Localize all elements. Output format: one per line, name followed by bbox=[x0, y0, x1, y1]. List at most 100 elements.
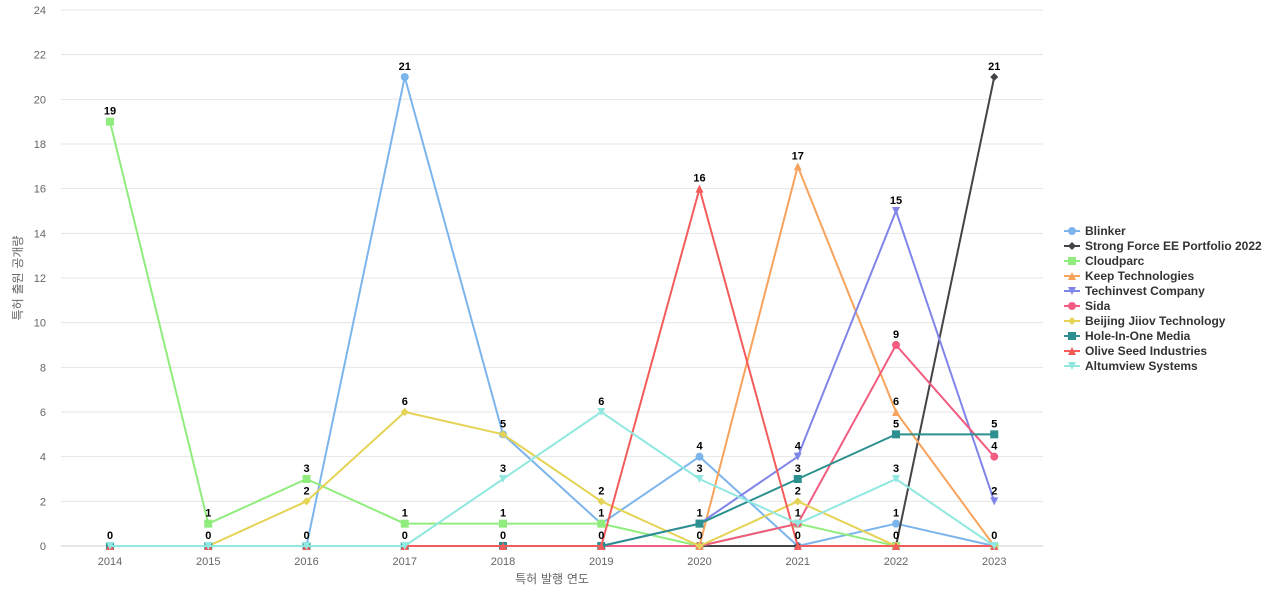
legend-item[interactable]: Olive Seed Industries bbox=[1064, 344, 1207, 358]
data-point bbox=[400, 408, 409, 416]
x-tick-label: 2020 bbox=[687, 556, 711, 568]
data-point bbox=[990, 497, 999, 506]
legend-item[interactable]: Beijing Jiiov Technology bbox=[1064, 314, 1226, 328]
y-tick-label: 0 bbox=[40, 541, 46, 553]
data-point bbox=[793, 519, 802, 528]
y-tick-label: 16 bbox=[34, 184, 46, 196]
legend-marker bbox=[1068, 227, 1076, 235]
legend-marker bbox=[1068, 317, 1076, 325]
data-label: 0 bbox=[598, 530, 604, 542]
data-label: 1 bbox=[893, 508, 899, 520]
legend-label: Altumview Systems bbox=[1085, 359, 1198, 373]
data-point bbox=[400, 542, 409, 550]
y-tick-label: 10 bbox=[34, 318, 46, 330]
y-tick-label: 12 bbox=[34, 273, 46, 285]
data-label: 16 bbox=[693, 173, 705, 185]
data-label: 21 bbox=[988, 61, 1000, 73]
x-axis-title: 특허 발행 연도 bbox=[515, 571, 589, 586]
data-label: 0 bbox=[402, 530, 408, 542]
data-point bbox=[499, 542, 507, 550]
legend-item[interactable]: Sida bbox=[1064, 299, 1111, 313]
data-point bbox=[695, 184, 704, 193]
legend-marker bbox=[1068, 257, 1076, 265]
data-point bbox=[499, 430, 507, 439]
data-point bbox=[400, 519, 409, 528]
legend-label: Techinvest Company bbox=[1085, 284, 1205, 298]
legend-item[interactable]: Altumview Systems bbox=[1064, 359, 1198, 373]
series-line-cloudparc bbox=[109, 121, 995, 547]
data-point bbox=[597, 519, 606, 528]
data-point bbox=[990, 542, 999, 550]
y-tick-label: 2 bbox=[40, 496, 46, 508]
data-point bbox=[793, 162, 802, 171]
data-label: 2 bbox=[598, 485, 604, 497]
y-tick-label: 24 bbox=[34, 5, 46, 17]
data-label: 0 bbox=[205, 530, 211, 542]
data-label: 4 bbox=[696, 441, 703, 453]
y-tick-label: 20 bbox=[34, 94, 46, 106]
data-point bbox=[892, 475, 900, 483]
data-label: 1 bbox=[598, 508, 604, 520]
legend-label: Hole-In-One Media bbox=[1085, 329, 1191, 343]
data-label: 6 bbox=[598, 396, 604, 408]
legend-item[interactable]: Hole-In-One Media bbox=[1064, 329, 1191, 343]
data-point bbox=[892, 542, 900, 550]
legend-item[interactable]: Techinvest Company bbox=[1064, 284, 1205, 298]
x-tick-label: 2014 bbox=[98, 556, 122, 568]
legend-item[interactable]: Blinker bbox=[1064, 224, 1126, 238]
legend-item[interactable]: Keep Technologies bbox=[1064, 269, 1194, 283]
data-label: 0 bbox=[107, 530, 113, 542]
series-line-hole-in-one-media bbox=[110, 433, 995, 547]
series-lines bbox=[106, 73, 999, 550]
legend-label: Sida bbox=[1085, 299, 1111, 313]
data-label: 1 bbox=[795, 508, 801, 520]
data-label: 1 bbox=[402, 508, 408, 520]
data-label: 5 bbox=[991, 418, 997, 430]
x-axis-ticks: 2014 2015 2016 2017 2018 2019 2020 2021 2022 2023 bbox=[98, 556, 1007, 568]
legend-item[interactable]: Cloudparc bbox=[1064, 254, 1145, 268]
y-tick-label: 8 bbox=[40, 362, 46, 374]
data-label: 0 bbox=[500, 530, 506, 542]
data-point bbox=[695, 452, 704, 461]
data-point bbox=[793, 542, 802, 550]
data-label: 15 bbox=[890, 195, 902, 207]
data-label: 9 bbox=[893, 329, 899, 341]
data-point bbox=[892, 207, 900, 215]
y-tick-label: 4 bbox=[40, 452, 46, 464]
data-label: 6 bbox=[893, 396, 899, 408]
data-label: 3 bbox=[303, 463, 309, 475]
legend-marker bbox=[1068, 287, 1076, 295]
series-keep-technologies bbox=[106, 162, 999, 550]
data-point bbox=[892, 430, 900, 439]
data-point bbox=[106, 542, 114, 550]
data-point bbox=[204, 542, 213, 550]
data-point bbox=[302, 542, 311, 550]
data-point bbox=[106, 117, 114, 126]
data-label: 2 bbox=[991, 485, 997, 497]
series-blinker bbox=[106, 73, 999, 550]
data-point bbox=[597, 542, 606, 550]
data-point bbox=[990, 73, 999, 81]
data-point bbox=[204, 519, 213, 528]
data-point bbox=[695, 519, 704, 528]
data-point bbox=[793, 452, 802, 461]
legend-item[interactable]: Strong Force EE Portfolio 2022 bbox=[1064, 239, 1262, 253]
data-point bbox=[400, 73, 409, 81]
data-label: 0 bbox=[991, 530, 997, 542]
data-label: 5 bbox=[500, 418, 506, 430]
data-label: 0 bbox=[696, 530, 702, 542]
data-point bbox=[597, 408, 606, 416]
data-label: 1 bbox=[696, 508, 702, 520]
legend-label: Keep Technologies bbox=[1085, 269, 1194, 283]
x-tick-label: 2021 bbox=[786, 556, 810, 568]
data-point bbox=[302, 475, 311, 483]
series-line-beijing-jiiov-technology bbox=[110, 411, 995, 547]
legend-label: Blinker bbox=[1085, 224, 1126, 238]
data-label: 21 bbox=[399, 61, 411, 73]
series-line-strong-force-ee-portfolio-2022 bbox=[110, 76, 996, 547]
series-altumview-systems bbox=[106, 408, 999, 550]
data-label: 0 bbox=[795, 530, 801, 542]
data-labels: 1901032021610531062101643101743210159653… bbox=[104, 61, 1001, 542]
